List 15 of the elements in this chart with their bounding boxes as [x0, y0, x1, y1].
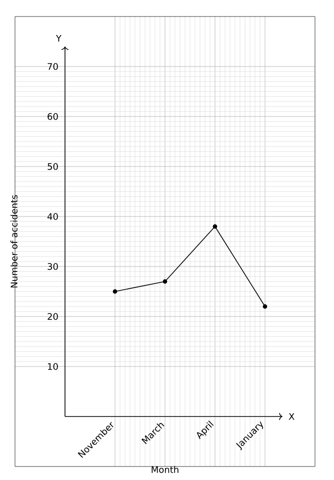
- y-axis-title: Number of accidents: [10, 195, 18, 288]
- point: [212, 224, 218, 229]
- y-tick-label: 40: [47, 213, 58, 220]
- point: [112, 289, 118, 294]
- y-tick-label: 60: [48, 113, 58, 120]
- text: Y: [56, 35, 62, 42]
- x-axis-title: Month: [152, 466, 178, 473]
- point: [162, 279, 168, 284]
- y-tick-label: 20: [48, 313, 58, 320]
- y-tick-label: 10: [48, 363, 58, 370]
- y-tick-label: 70: [48, 63, 58, 70]
- text: X: [288, 413, 294, 420]
- point: [262, 304, 268, 309]
- y-tick-label: 50: [48, 163, 58, 170]
- y-tick-label: 30: [48, 263, 58, 270]
